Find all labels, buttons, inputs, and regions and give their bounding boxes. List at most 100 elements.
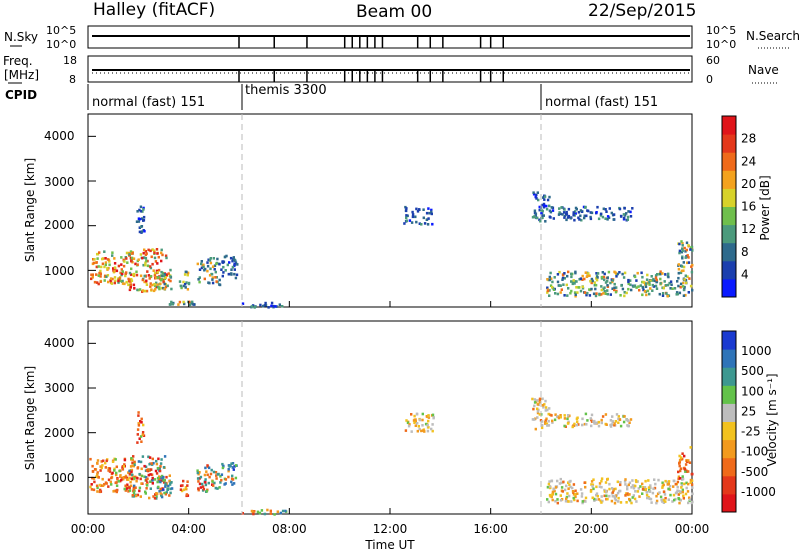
vel-data-cell-11-384: [644, 487, 648, 491]
vel-data-cell-11-88: [593, 497, 596, 501]
power-data-cell-12-23: [686, 275, 689, 278]
vel-data-cell-11-126: [546, 485, 550, 489]
vel-data-cell-11-299: [589, 490, 593, 493]
power-data-cell-1-172: [141, 278, 144, 282]
power-data-cell-0-87: [110, 282, 114, 285]
power-data-cell-12-277: [627, 278, 630, 282]
vel-data-cell-0-73: [115, 465, 118, 469]
power-cbar-tick-4: 20: [741, 177, 756, 191]
vel-data-cell-1-73: [152, 461, 155, 465]
vel-data-cell-2-33: [168, 480, 171, 483]
vel-data-cell-11-151: [668, 484, 672, 488]
vel-data-cell-11-347: [673, 498, 676, 502]
power-data-cell-1-24: [144, 261, 147, 265]
vel-data-cell-11-225: [664, 479, 667, 483]
vel-data-cell-9-57: [536, 407, 539, 411]
vel-data-cell-1-141: [154, 469, 158, 473]
vel-cbar-swatch-8: [722, 349, 736, 368]
vel-data-cell-11-100: [570, 500, 573, 503]
power-data-cell-5-41: [230, 272, 233, 275]
vel-data-cell-9-25: [536, 403, 539, 406]
freq-gaps: [238, 70, 504, 82]
vel-data-cell-4-44: [210, 468, 213, 472]
vel-data-cell-1-117: [158, 475, 161, 478]
vel-data-cell-1-161: [151, 457, 154, 461]
power-data-cell-1-16: [153, 272, 157, 275]
power-data-cell-10-17: [538, 208, 541, 212]
vel-data-cell-0-108: [125, 487, 129, 490]
power-data-cell-0-111: [91, 273, 94, 276]
power-data-cell-10-27: [535, 193, 538, 197]
power-data-cell-7-15: [188, 303, 192, 307]
power-data-cell-13-6: [680, 250, 684, 254]
vel-data-cell-0-154: [124, 476, 127, 479]
power-data-cell-6-21: [139, 209, 143, 213]
vel-data-cell-11-11: [655, 499, 659, 503]
power-data-cell-0-42: [111, 251, 114, 254]
vel-data-cell-11-306: [584, 500, 587, 503]
power-data-cell-0-10: [126, 261, 129, 264]
power-data-cell-9-22: [411, 210, 414, 214]
power-data-cell-12-53: [646, 289, 650, 293]
power-data-cell-12-37: [690, 270, 694, 274]
vel-data-cell-8-45: [414, 424, 417, 427]
power-data-cell-12-35: [627, 287, 630, 291]
power-data-cell-4-46: [206, 261, 209, 264]
vel-data-cell-10-78: [575, 417, 579, 421]
vel-data-cell-11-255: [638, 495, 641, 498]
power-data-cell-0-94: [114, 279, 117, 283]
vel-data-cell-10-75: [590, 424, 593, 428]
vel-cbar-swatch-9: [722, 331, 736, 350]
power-data-cell-0-160: [117, 279, 120, 283]
power-data-cell-12-137: [590, 281, 593, 285]
power-data-cell-5-15: [221, 274, 224, 278]
vel-data-cell-5-25: [231, 462, 235, 465]
vel-data-cell-1-110: [133, 463, 136, 467]
vel-data-cell-10-30: [617, 415, 620, 418]
power-data-cell-0-155: [106, 267, 109, 270]
vel-data-cell-1-19: [155, 459, 158, 463]
vel-data-cell-0-58: [107, 485, 110, 488]
power-data-cell-5-12: [220, 268, 223, 271]
vel-data-cell-1-107: [141, 455, 145, 458]
vel-data-cell-7-19: [281, 509, 285, 513]
power-data-cell-12-287: [679, 271, 683, 275]
power-data-cell-10-15: [542, 202, 546, 206]
power-data-cell-12-337: [635, 286, 638, 289]
power-data-cell-4-27: [208, 274, 212, 277]
vel-data-cell-11-389: [608, 482, 611, 486]
vel-data-cell-12-38: [684, 463, 688, 466]
vel-data-cell-9-3: [536, 416, 539, 419]
vel-data-cell-11-140: [667, 487, 670, 491]
vel-data-cell-1-130: [149, 487, 152, 490]
vel-data-cell-11-153: [565, 495, 569, 499]
power-data-cell-11-65: [580, 218, 583, 222]
vel-data-cell-12-42: [687, 459, 690, 462]
vel-data-cell-9-55: [534, 427, 537, 431]
power-data-cell-10-59: [535, 197, 538, 200]
vel-data-cell-11-43: [592, 487, 595, 491]
vel-data-cell-0-152: [96, 461, 99, 465]
vel-data-cell-5-30: [220, 473, 224, 476]
power-data-cell-12-102: [588, 288, 591, 291]
vel-data-cell-0-49: [110, 476, 113, 480]
vel-data-cell-11-191: [590, 483, 593, 486]
time-tick-label-6: 00:00: [675, 522, 710, 536]
vel-data-cell-9-44: [538, 400, 541, 404]
vel-data-cell-2-17: [156, 476, 160, 480]
vel-data-cell-11-166: [603, 494, 606, 498]
vel-data-cell-1-58: [134, 486, 137, 489]
power-data-cell-12-109: [595, 277, 598, 280]
power-data-cell-13-11: [682, 265, 686, 269]
power-data-cell-0-132: [104, 257, 107, 260]
power-data-cell-1-147: [145, 279, 148, 283]
power-data-cell-4-36: [210, 272, 214, 276]
vel-data-cell-9-48: [546, 424, 549, 427]
power-data-cell-12-362: [632, 285, 635, 288]
vel-data-cell-5-24: [222, 464, 225, 468]
vel-data-cell-0-106: [98, 490, 102, 494]
vel-data-cell-11-116: [569, 485, 572, 489]
vel-data-cell-11-22: [554, 499, 557, 503]
vel-data-cell-11-16: [556, 501, 559, 505]
vel-data-cell-2-12: [164, 492, 168, 496]
